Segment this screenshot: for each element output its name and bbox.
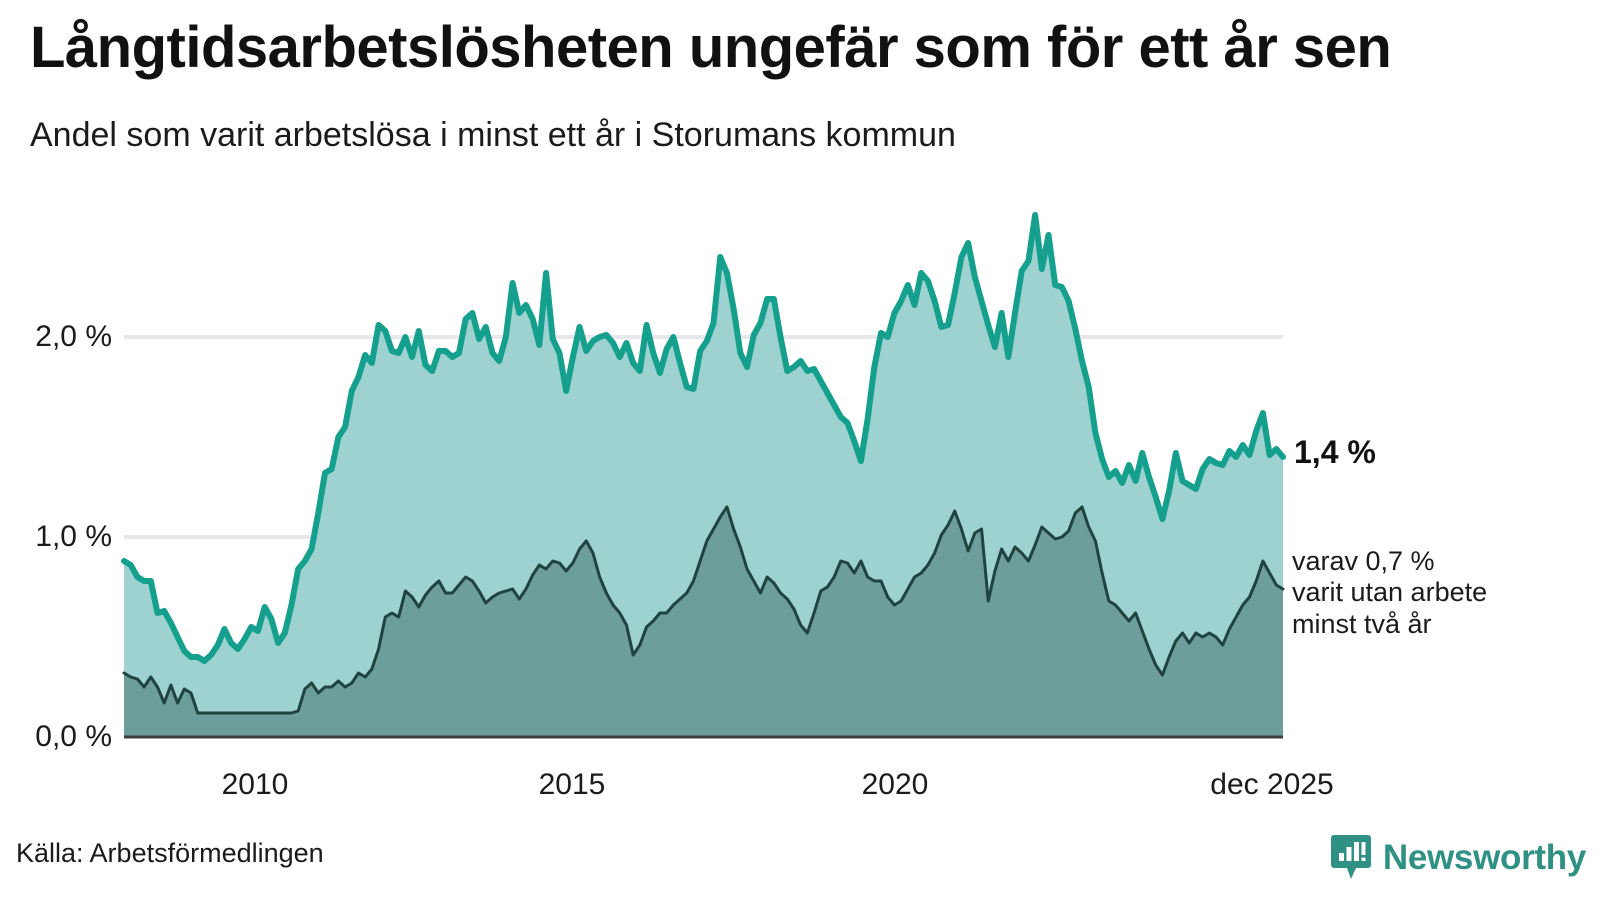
x-axis-label-2015: 2015 <box>538 768 606 801</box>
secondary-label-line-3: minst två år <box>1292 608 1432 639</box>
source-note: Källa: Arbetsförmedlingen <box>16 838 324 868</box>
y-axis-label-1: 1,0 % <box>35 520 112 553</box>
page-title: Långtidsarbetslösheten ungefär som för e… <box>30 15 1392 80</box>
x-axis-label-dec-2025: dec 2025 <box>1210 768 1334 801</box>
series-line-1 <box>122 505 1285 715</box>
secondary-label-line-2: varit utan arbete <box>1292 577 1488 608</box>
x-axis-label-2020: 2020 <box>861 768 929 801</box>
series-line-0 <box>121 212 1286 664</box>
bar-chart-bubble-icon <box>1330 835 1371 879</box>
brand-name: Newsworthy <box>1382 838 1586 877</box>
y-axis-label-0: 0,0 % <box>35 720 112 753</box>
secondary-label-line-1: varav 0,7 % <box>1292 546 1435 576</box>
y-axis-label-2: 2,0 % <box>35 320 112 353</box>
series-area-1 <box>124 507 1283 737</box>
secondary-series-value-label: varav 0,7 % varit utan arbete minst två … <box>1292 546 1487 640</box>
page-subtitle: Andel som varit arbetslösa i minst ett å… <box>30 116 956 154</box>
primary-series-value-label: 1,4 % <box>1294 434 1376 470</box>
chart-series-layer <box>121 212 1286 737</box>
x-axis-label-2010: 2010 <box>221 768 289 801</box>
brand-logo: Newsworthy <box>1330 834 1586 882</box>
